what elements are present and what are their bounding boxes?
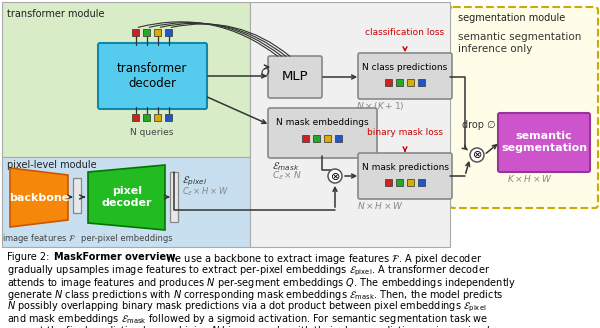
Text: MLP: MLP [281, 71, 308, 84]
Text: can get the final prediction by combining $N$ binary masks with their class pred: can get the final prediction by combinin… [7, 324, 496, 328]
Text: $C_\mathcal{E}\times N$: $C_\mathcal{E}\times N$ [272, 170, 302, 182]
Bar [385, 178, 392, 186]
Text: N mask embeddings: N mask embeddings [275, 118, 368, 127]
Bar [132, 29, 139, 35]
Bar [407, 178, 414, 186]
Text: image features $\mathcal{F}$: image features $\mathcal{F}$ [2, 232, 76, 245]
FancyBboxPatch shape [450, 7, 598, 208]
Bar [143, 29, 150, 35]
Bar [165, 113, 172, 120]
Text: pixel
decoder: pixel decoder [102, 186, 152, 208]
Text: Q: Q [261, 68, 270, 78]
FancyBboxPatch shape [268, 108, 377, 158]
Bar [396, 178, 403, 186]
Bar [335, 134, 342, 141]
Bar [407, 78, 414, 86]
Bar [170, 172, 178, 222]
Text: transformer module: transformer module [7, 9, 104, 19]
Bar [143, 113, 150, 120]
Text: segmentation module: segmentation module [458, 13, 565, 23]
Text: pixel-level module: pixel-level module [7, 160, 97, 170]
Text: and mask embeddings $\mathcal{E}_{\rm mask}$ followed by a sigmoid activation. F: and mask embeddings $\mathcal{E}_{\rm ma… [7, 312, 488, 326]
Bar [418, 78, 425, 86]
Text: $\mathcal{E}_{pixel}$: $\mathcal{E}_{pixel}$ [182, 175, 207, 188]
Text: $\otimes$: $\otimes$ [472, 150, 482, 160]
Bar [302, 134, 309, 141]
Text: Figure 2:: Figure 2: [7, 252, 53, 262]
Text: N class predictions: N class predictions [362, 63, 448, 72]
Text: $N\times H\times W$: $N\times H\times W$ [356, 200, 403, 211]
Text: transformer
decoder: transformer decoder [117, 62, 187, 90]
Bar [418, 178, 425, 186]
Text: generate $N$ class predictions with $N$ corresponding mask embeddings $\mathcal{: generate $N$ class predictions with $N$ … [7, 288, 503, 302]
Bar [396, 78, 403, 86]
Bar [2, 2, 250, 157]
FancyBboxPatch shape [358, 153, 452, 199]
FancyBboxPatch shape [98, 43, 207, 109]
FancyBboxPatch shape [358, 53, 452, 99]
Text: $N$ possibly overlapping binary mask predictions via a dot product between pixel: $N$ possibly overlapping binary mask pre… [7, 300, 487, 315]
Bar [154, 29, 161, 35]
Bar [324, 134, 331, 141]
Text: We use a backbone to extract image features $\mathcal{F}$. A pixel decoder: We use a backbone to extract image featu… [162, 252, 482, 266]
Bar [313, 134, 320, 141]
Bar [165, 29, 172, 35]
Text: MaskFormer overview.: MaskFormer overview. [54, 252, 178, 262]
Text: binary mask loss: binary mask loss [367, 128, 443, 137]
Bar [132, 113, 139, 120]
Circle shape [470, 148, 484, 162]
Bar [2, 157, 250, 247]
Text: $K\times H\times W$: $K\times H\times W$ [507, 173, 553, 184]
Bar [385, 78, 392, 86]
Polygon shape [10, 168, 68, 227]
Bar [250, 2, 450, 247]
Text: $\mathcal{E}_{mask}$: $\mathcal{E}_{mask}$ [272, 160, 299, 173]
Text: $C_\mathcal{E}\times H\times W$: $C_\mathcal{E}\times H\times W$ [182, 185, 229, 197]
Text: per-pixel embeddings: per-pixel embeddings [81, 234, 173, 243]
Text: backbone: backbone [9, 193, 69, 203]
Text: classification loss: classification loss [365, 28, 444, 37]
Text: N queries: N queries [130, 128, 173, 137]
Text: $N\times(K+1)$: $N\times(K+1)$ [356, 100, 404, 112]
Text: semantic
segmentation: semantic segmentation [501, 131, 587, 153]
Text: N mask predictions: N mask predictions [361, 163, 449, 172]
Bar [73, 178, 81, 213]
Text: attends to image features and produces $N$ per-segment embeddings $Q$. The embed: attends to image features and produces $… [7, 276, 516, 290]
Text: $\otimes$: $\otimes$ [330, 171, 340, 181]
Polygon shape [88, 165, 165, 230]
FancyBboxPatch shape [268, 56, 322, 98]
Text: semantic segmentation
inference only: semantic segmentation inference only [458, 32, 581, 53]
Circle shape [328, 169, 342, 183]
Text: drop ∅: drop ∅ [462, 120, 496, 130]
FancyBboxPatch shape [498, 113, 590, 172]
Text: gradually upsamples image features to extract per-pixel embeddings $\mathcal{E}_: gradually upsamples image features to ex… [7, 264, 490, 278]
Bar [154, 113, 161, 120]
